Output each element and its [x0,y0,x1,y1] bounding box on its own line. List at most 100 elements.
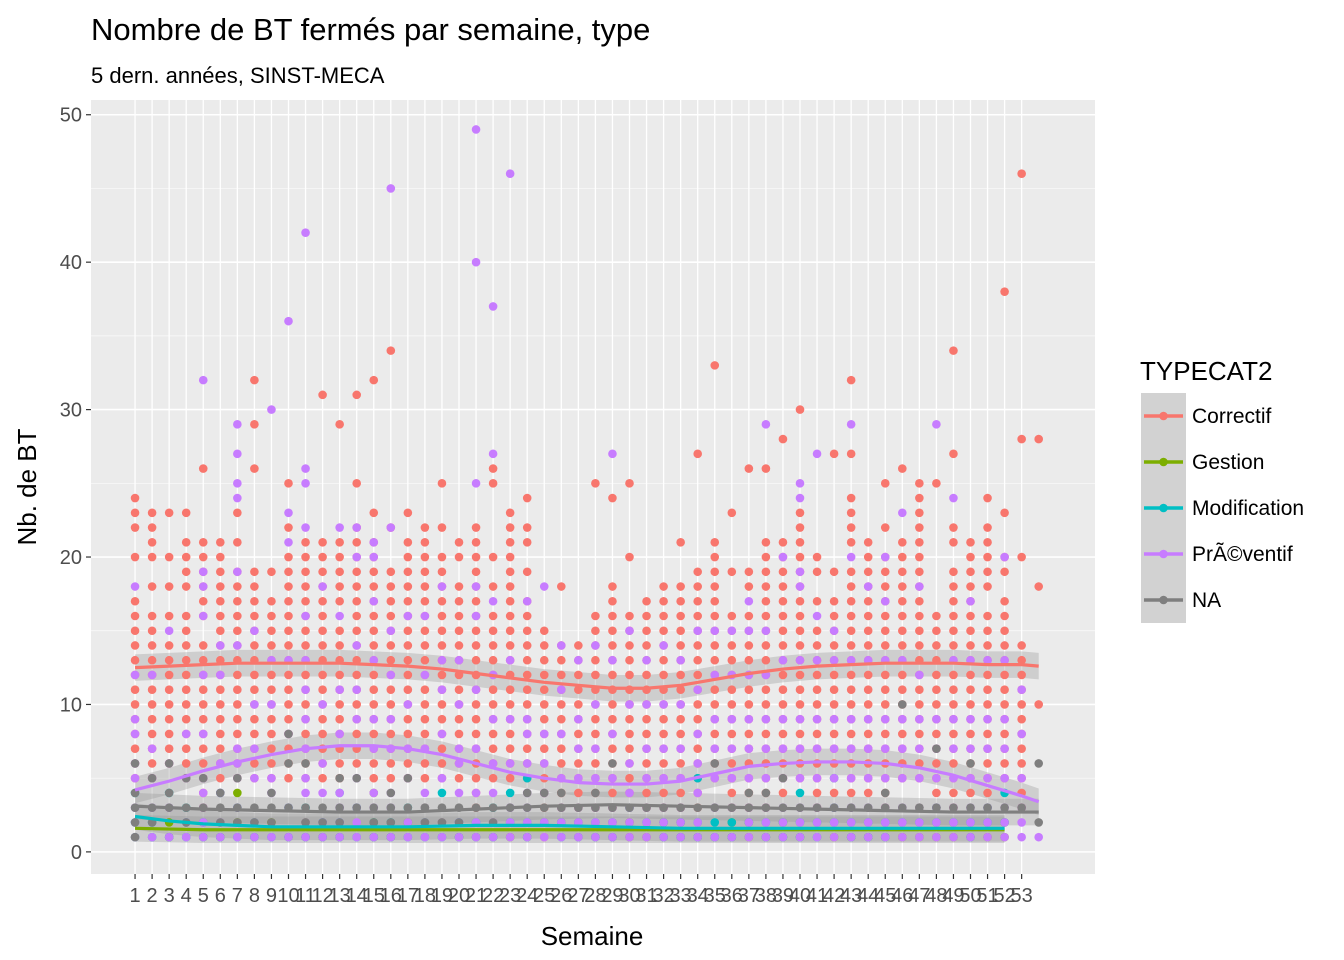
data-point [318,832,327,842]
data-point [710,832,720,842]
data-point [369,729,379,739]
data-point [880,596,890,606]
data-point [488,596,498,606]
data-point [454,832,464,842]
data-point [335,729,344,739]
legend-key-point [1159,549,1168,559]
x-tick-label: 50 [959,885,981,907]
data-point [915,685,924,695]
data-point [233,685,242,695]
data-point [863,626,873,636]
x-tick-label: 12 [311,885,333,907]
data-point [659,759,668,768]
data-point [966,552,975,562]
data-point [539,626,549,636]
data-point [863,670,873,680]
x-tick-label: 3 [164,885,175,907]
data-point [216,832,225,842]
data-point [454,611,464,621]
data-point [522,670,532,680]
confidence-band [135,732,1039,816]
data-point [318,714,327,724]
data-point [301,818,310,827]
data-point [642,788,651,798]
data-point [642,773,651,783]
data-point [130,655,140,665]
data-point [608,788,617,798]
data-point [386,773,396,783]
data-point [574,670,583,680]
confidence-band [135,803,1005,842]
data-point [1000,508,1009,518]
data-point [676,611,685,621]
data-point [233,582,242,591]
data-point [454,537,464,547]
data-point [198,582,208,591]
data-point [369,714,379,724]
data-point [454,552,464,562]
data-point [829,744,839,753]
data-point [846,832,856,842]
data-point [625,832,634,842]
data-point [846,611,856,621]
data-point [437,479,447,488]
data-point [454,788,464,798]
data-point [557,744,566,753]
data-point [198,700,208,709]
data-point [795,626,805,636]
data-point [147,759,157,768]
data-point [318,729,327,739]
data-point [386,641,396,650]
data-point [983,655,992,665]
data-point [949,700,958,709]
data-point [949,744,958,753]
data-point [471,552,481,562]
data-point [522,685,532,695]
x-tick-label: 46 [891,885,913,907]
data-point [164,714,174,724]
data-point [863,832,873,842]
data-point [642,700,651,709]
data-point [761,655,771,665]
data-point [863,729,873,739]
data-point [608,773,617,783]
series-line [134,744,1040,804]
data-point [625,773,634,783]
data-point [437,655,447,665]
data-point [386,523,396,532]
data-point [915,479,924,488]
data-point [625,729,634,739]
x-tick-label: 44 [857,885,879,907]
data-point [625,700,634,709]
data-point [233,832,242,842]
data-point [335,552,344,562]
data-point [318,641,327,650]
data-point [522,641,532,650]
data-point [1017,641,1026,650]
data-point [539,670,549,680]
data-point [608,493,617,503]
data-point [318,611,327,621]
data-point [591,655,600,665]
data-point [812,832,822,842]
data-point [744,700,754,709]
data-point [608,611,617,621]
data-point [147,537,157,547]
data-point [829,818,839,827]
data-point [352,611,362,621]
data-point [233,449,242,459]
data-point [386,567,396,577]
data-point [744,464,754,473]
data-point [1017,818,1026,827]
data-point [522,759,532,768]
data-point [727,773,737,783]
data-point [437,700,447,709]
data-point [539,788,549,798]
data-point [949,803,958,812]
data-point [949,493,958,503]
x-tick-label: 35 [704,885,726,907]
x-tick-label: 19 [431,885,453,907]
data-point [301,611,310,621]
data-point [761,567,771,577]
data-point [147,670,157,680]
